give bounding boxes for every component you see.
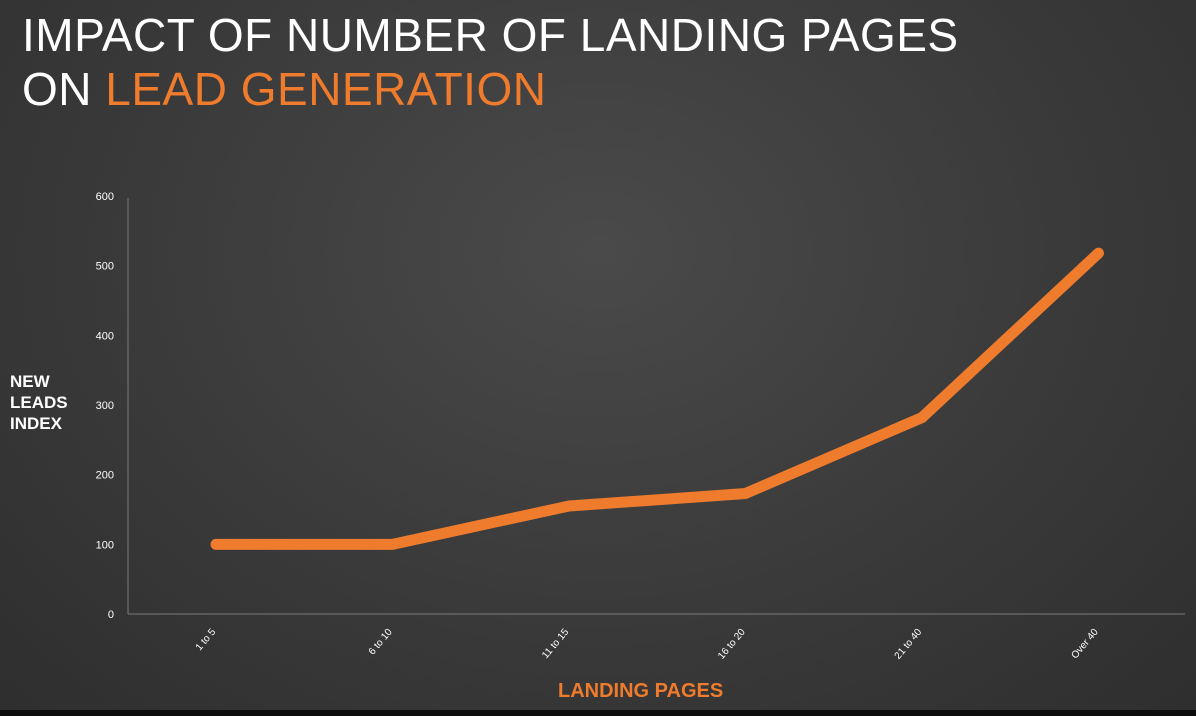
y-axis-label-line: INDEX bbox=[10, 414, 62, 433]
y-tick-label: 200 bbox=[96, 470, 114, 482]
y-ticks: 0 100 200 300 400 500 600 bbox=[96, 191, 114, 621]
y-axis-label-line: LEADS bbox=[10, 393, 68, 412]
title-line-1: IMPACT OF NUMBER OF LANDING PAGES bbox=[22, 9, 959, 61]
x-tick-label: 21 to 40 bbox=[893, 627, 925, 662]
x-tick-label: 11 to 15 bbox=[540, 627, 571, 662]
y-tick-label: 600 bbox=[96, 191, 114, 203]
data-point bbox=[567, 504, 571, 509]
series-layer bbox=[210, 247, 1104, 550]
data-point bbox=[214, 542, 218, 547]
x-tick-label: 6 to 10 bbox=[367, 627, 395, 658]
title-line-2-prefix: ON bbox=[22, 63, 106, 115]
chart-title: IMPACT OF NUMBER OF LANDING PAGES ON LEA… bbox=[22, 8, 959, 116]
x-axis-label: LANDING PAGES bbox=[558, 680, 724, 702]
y-tick-label: 100 bbox=[96, 539, 114, 551]
y-tick-label: 400 bbox=[96, 330, 114, 342]
y-tick-label: 0 bbox=[108, 609, 114, 621]
y-tick-label: 500 bbox=[96, 261, 114, 273]
y-axis-label: NEW LEADS INDEX bbox=[10, 371, 68, 434]
x-tick-label: 1 to 5 bbox=[194, 627, 219, 654]
bottom-border bbox=[0, 710, 1196, 716]
x-tick-label: 16 to 20 bbox=[716, 627, 748, 662]
y-axis-label-line: NEW bbox=[10, 372, 50, 391]
data-point bbox=[920, 415, 924, 420]
data-point bbox=[743, 491, 748, 496]
series-line bbox=[210, 247, 1104, 550]
x-ticks: 1 to 5 6 to 10 11 to 15 16 to 20 21 to 40 Ove… bbox=[194, 627, 1101, 662]
title-line-2-accent: LEAD GENERATION bbox=[105, 63, 547, 115]
x-tick-label: Over 40 bbox=[1070, 627, 1102, 662]
data-point bbox=[390, 542, 395, 547]
y-tick-label: 300 bbox=[96, 400, 114, 412]
data-point bbox=[1096, 251, 1101, 256]
